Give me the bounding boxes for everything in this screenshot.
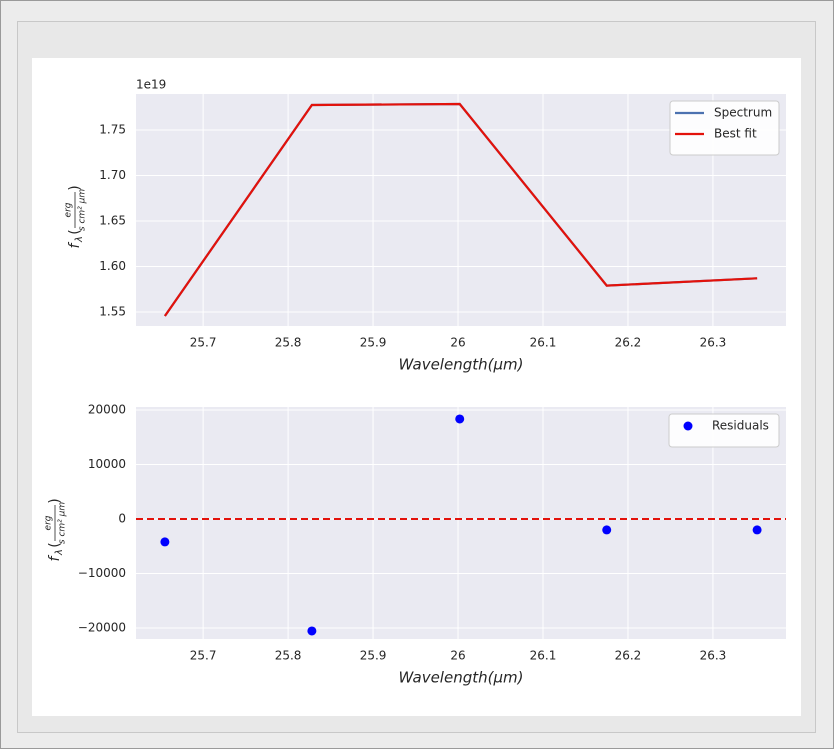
legend-label: Residuals bbox=[712, 419, 769, 433]
x-axis-label: Wavelength(μm) bbox=[399, 356, 524, 374]
data-line bbox=[163, 102, 758, 317]
y-label-numerator: erg bbox=[64, 202, 74, 217]
x-tick-label: 26.3 bbox=[700, 336, 727, 350]
x-tick-label: 25.9 bbox=[360, 336, 387, 350]
y-label-paren: ( bbox=[67, 229, 83, 234]
y-label-symbol: f bbox=[47, 554, 63, 561]
x-tick-label: 25.7 bbox=[190, 649, 217, 663]
x-tick-label: 26.2 bbox=[615, 649, 642, 663]
data-point bbox=[307, 626, 317, 636]
x-tick-label: 26.1 bbox=[530, 649, 557, 663]
y-label-paren: ) bbox=[67, 185, 83, 190]
x-tick-label: 25.8 bbox=[275, 336, 302, 350]
y-label-denominator: s cm² μm bbox=[78, 189, 88, 231]
x-tick-label: 25.8 bbox=[275, 649, 302, 663]
y-tick-label: 1.75 bbox=[99, 123, 126, 137]
x-tick-label: 26 bbox=[450, 649, 465, 663]
legend-label: Best fit bbox=[714, 127, 757, 141]
y-tick-label: 20000 bbox=[88, 402, 126, 416]
y-label-subscript: λ bbox=[74, 236, 85, 243]
y-tick-label: 0 bbox=[118, 511, 126, 525]
y-tick-label: 1.65 bbox=[99, 214, 126, 228]
legend bbox=[668, 413, 780, 448]
data-point bbox=[752, 525, 762, 535]
y-label-denominator: s cm² μm bbox=[58, 502, 68, 544]
y-label-symbol: f bbox=[67, 241, 83, 248]
x-tick-label: 25.9 bbox=[360, 649, 387, 663]
x-tick-label: 26.2 bbox=[615, 336, 642, 350]
offset-label: 1e19 bbox=[136, 78, 166, 92]
data-point bbox=[160, 537, 170, 547]
y-label-paren: ( bbox=[47, 542, 63, 547]
data-point bbox=[455, 414, 465, 424]
y-tick-label: 1.70 bbox=[99, 168, 126, 182]
data-point bbox=[602, 525, 612, 535]
y-tick-label: 1.55 bbox=[99, 304, 126, 318]
y-label-subscript: λ bbox=[54, 549, 65, 556]
y-label-paren: ) bbox=[47, 498, 63, 503]
y-tick-label: 1.60 bbox=[99, 259, 126, 273]
x-tick-label: 26 bbox=[450, 336, 465, 350]
y-axis-label: fλ ( erg s cm² μm) bbox=[44, 498, 68, 561]
y-tick-label: −10000 bbox=[78, 566, 126, 580]
x-tick-label: 25.7 bbox=[190, 336, 217, 350]
x-axis-label: Wavelength(μm) bbox=[399, 669, 524, 687]
y-tick-label: 10000 bbox=[88, 457, 126, 471]
y-label-numerator: erg bbox=[44, 515, 54, 530]
legend-label: Spectrum bbox=[714, 106, 772, 120]
y-tick-label: −20000 bbox=[78, 620, 126, 634]
y-axis-label: fλ ( erg s cm² μm) bbox=[64, 185, 88, 248]
legend bbox=[669, 100, 780, 156]
legend-swatch bbox=[683, 421, 693, 431]
x-tick-label: 26.3 bbox=[700, 649, 727, 663]
x-tick-label: 26.1 bbox=[530, 336, 557, 350]
